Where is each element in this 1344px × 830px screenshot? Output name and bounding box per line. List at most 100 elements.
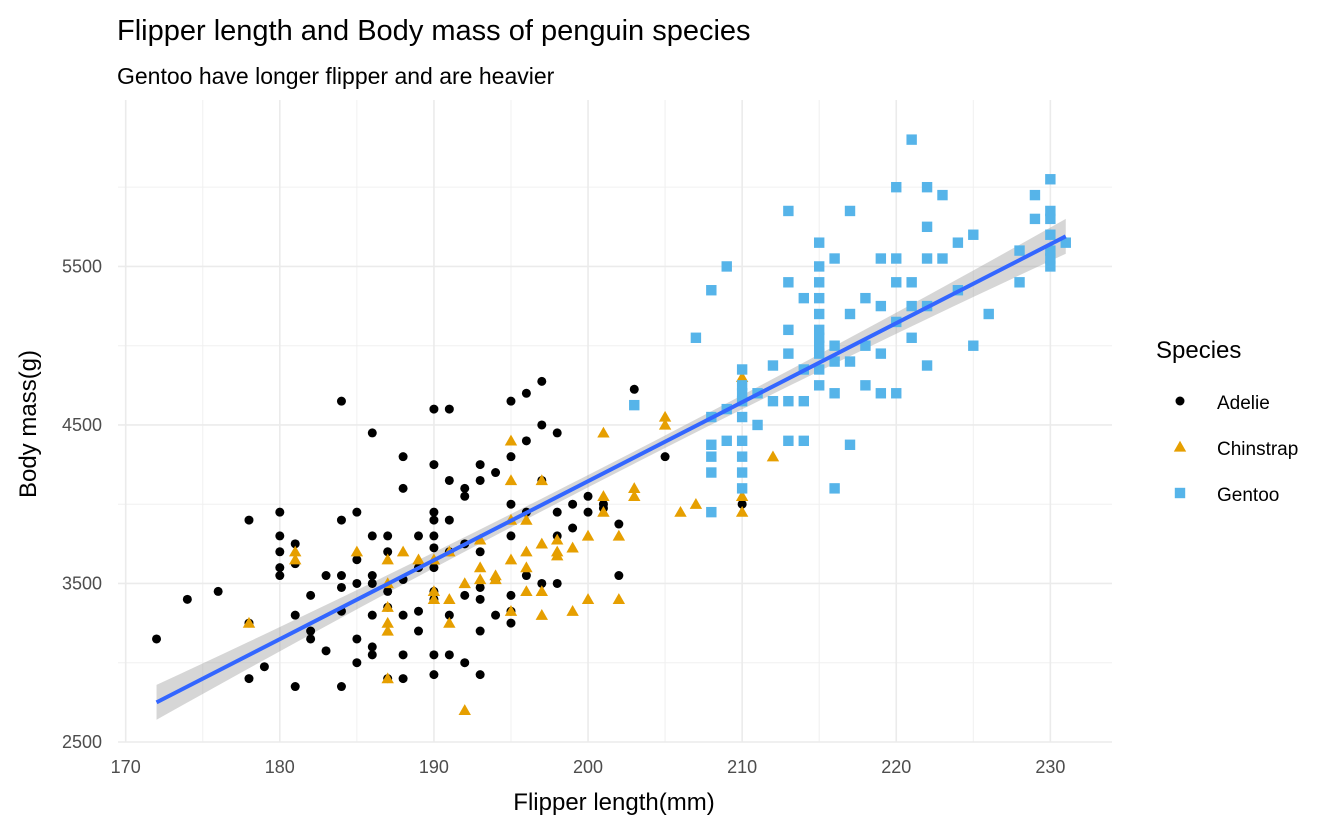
point-adelie bbox=[244, 674, 254, 684]
point-adelie bbox=[290, 539, 300, 549]
point-gentoo bbox=[783, 348, 794, 359]
grid bbox=[118, 100, 1112, 743]
point-adelie bbox=[660, 452, 670, 462]
point-chinstrap bbox=[473, 533, 487, 545]
point-adelie bbox=[614, 519, 624, 529]
point-chinstrap bbox=[489, 573, 502, 585]
point-adelie bbox=[444, 515, 454, 525]
point-gentoo bbox=[860, 292, 871, 304]
x-tick-label: 190 bbox=[419, 757, 449, 777]
point-adelie bbox=[336, 396, 346, 406]
point-adelie bbox=[537, 420, 547, 430]
point-adelie bbox=[583, 491, 593, 501]
legend-key-chinstrap bbox=[1173, 440, 1187, 452]
point-chinstrap bbox=[458, 704, 471, 715]
point-chinstrap bbox=[566, 541, 579, 553]
point-gentoo bbox=[937, 189, 948, 201]
point-adelie bbox=[737, 499, 747, 509]
point-chinstrap bbox=[504, 605, 518, 616]
point-adelie bbox=[429, 543, 439, 553]
point-gentoo bbox=[860, 340, 871, 351]
point-adelie bbox=[506, 396, 516, 406]
point-gentoo bbox=[952, 237, 964, 248]
point-chinstrap bbox=[551, 549, 564, 561]
point-adelie bbox=[475, 460, 485, 470]
point-gentoo bbox=[844, 205, 856, 217]
legend-key-adelie bbox=[1175, 396, 1185, 406]
point-adelie bbox=[306, 626, 316, 636]
point-adelie bbox=[444, 610, 454, 620]
point-chinstrap bbox=[520, 513, 533, 525]
point-gentoo bbox=[736, 380, 748, 391]
point-gentoo bbox=[875, 300, 887, 312]
point-adelie bbox=[429, 404, 439, 414]
point-chinstrap bbox=[674, 505, 687, 517]
point-gentoo bbox=[829, 388, 840, 399]
point-adelie bbox=[568, 499, 578, 509]
point-gentoo bbox=[921, 360, 933, 371]
point-adelie bbox=[491, 610, 501, 620]
point-gentoo bbox=[1045, 205, 1056, 217]
point-chinstrap bbox=[597, 426, 610, 438]
point-gentoo bbox=[690, 332, 702, 343]
point-chinstrap bbox=[535, 585, 548, 597]
point-adelie bbox=[506, 618, 516, 628]
point-gentoo bbox=[767, 360, 779, 371]
point-adelie bbox=[290, 610, 300, 620]
y-tick-label: 3500 bbox=[62, 573, 102, 593]
point-adelie bbox=[367, 428, 377, 438]
point-gentoo bbox=[906, 134, 917, 145]
x-tick-label: 230 bbox=[1035, 757, 1065, 777]
point-gentoo bbox=[906, 277, 917, 288]
point-gentoo bbox=[813, 332, 825, 343]
point-adelie bbox=[444, 404, 454, 414]
point-gentoo bbox=[844, 439, 856, 450]
point-adelie bbox=[629, 384, 639, 394]
point-adelie bbox=[429, 563, 439, 573]
point-adelie bbox=[275, 547, 285, 557]
point-chinstrap bbox=[504, 474, 518, 486]
legend-title: Species bbox=[1156, 337, 1241, 364]
point-chinstrap bbox=[242, 616, 256, 628]
point-adelie bbox=[213, 586, 223, 596]
point-gentoo bbox=[1014, 277, 1025, 288]
y-axis-title: Body mass(g) bbox=[15, 350, 42, 498]
point-chinstrap bbox=[443, 593, 456, 604]
point-adelie bbox=[321, 571, 331, 581]
point-chinstrap bbox=[381, 553, 394, 565]
point-gentoo bbox=[906, 332, 917, 343]
point-adelie bbox=[491, 468, 501, 478]
trend-line-layer bbox=[155, 234, 1067, 705]
point-adelie bbox=[552, 578, 562, 588]
point-gentoo bbox=[875, 388, 887, 399]
point-gentoo bbox=[921, 221, 933, 233]
point-gentoo bbox=[1045, 253, 1056, 264]
point-adelie bbox=[398, 674, 408, 684]
point-adelie bbox=[475, 547, 485, 557]
point-adelie bbox=[336, 571, 346, 581]
legend-label-chinstrap: Chinstrap bbox=[1217, 439, 1298, 460]
point-adelie bbox=[336, 582, 346, 592]
point-adelie bbox=[336, 682, 346, 692]
point-chinstrap bbox=[381, 672, 394, 684]
point-adelie bbox=[429, 531, 439, 541]
point-adelie bbox=[444, 475, 454, 485]
point-gentoo bbox=[736, 364, 748, 375]
point-gentoo bbox=[875, 348, 887, 359]
point-adelie bbox=[506, 590, 516, 600]
point-gentoo bbox=[921, 181, 933, 193]
point-adelie bbox=[460, 491, 470, 501]
point-gentoo bbox=[736, 483, 748, 494]
point-gentoo bbox=[891, 181, 902, 193]
point-adelie bbox=[414, 531, 424, 541]
point-chinstrap bbox=[289, 553, 302, 565]
point-gentoo bbox=[798, 292, 809, 304]
point-chinstrap bbox=[443, 616, 456, 628]
point-gentoo bbox=[736, 467, 748, 478]
point-gentoo bbox=[921, 253, 933, 264]
point-gentoo bbox=[813, 308, 825, 320]
point-chinstrap bbox=[427, 585, 441, 597]
point-adelie bbox=[383, 586, 393, 596]
x-axis-title: Flipper length(mm) bbox=[513, 789, 714, 816]
point-adelie bbox=[398, 650, 408, 660]
